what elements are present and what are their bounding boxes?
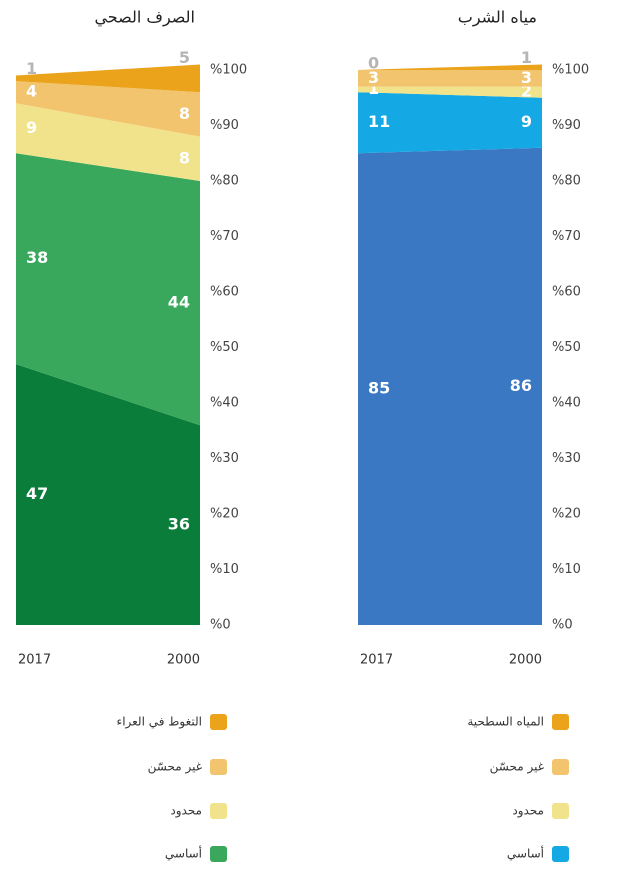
y-tick-label: %80 [552, 174, 581, 189]
y-tick-label: %0 [552, 618, 573, 633]
area [16, 81, 200, 137]
value-label: 9 [521, 112, 532, 131]
legend-label: أساسي [507, 846, 544, 861]
value-label: 11 [368, 112, 390, 131]
area [358, 70, 542, 87]
y-tick-label: %10 [210, 562, 239, 577]
value-label: 85 [368, 379, 390, 398]
legend-swatch [210, 759, 227, 775]
y-tick-label: %100 [210, 63, 247, 78]
legend-swatch [552, 803, 569, 819]
y-tick-label: %30 [552, 451, 581, 466]
area [358, 147, 542, 625]
y-tick-label: %20 [552, 507, 581, 522]
y-tick-label: %60 [210, 285, 239, 300]
legend-label: المياه السطحية [467, 715, 544, 729]
value-label: 47 [26, 484, 48, 503]
area [16, 64, 200, 93]
y-tick-label: %40 [210, 396, 239, 411]
y-tick-label: %0 [210, 618, 231, 633]
y-tick-label: %20 [210, 507, 239, 522]
area [358, 92, 542, 154]
y-tick-label: %70 [552, 229, 581, 244]
value-label: 3 [521, 68, 532, 87]
legend-swatch [552, 714, 569, 730]
legend-label: محدود [170, 804, 202, 819]
y-tick-label: %40 [552, 396, 581, 411]
legend-label: محدود [512, 804, 544, 819]
chart-title: مياه الشرب [458, 8, 537, 28]
area [16, 153, 200, 426]
x-tick-label: 2017 [18, 653, 51, 668]
x-tick-label: 2017 [360, 653, 393, 668]
legend-label: أساسي [165, 846, 202, 861]
value-label: 86 [510, 376, 532, 395]
value-label: 44 [168, 293, 190, 312]
value-label: 0 [368, 54, 379, 73]
y-tick-label: %90 [552, 118, 581, 133]
legend-label: غير محسّن [148, 760, 202, 775]
y-tick-label: %80 [210, 174, 239, 189]
value-label: 3 [368, 68, 379, 87]
legend-swatch [210, 803, 227, 819]
area [16, 103, 200, 181]
value-label: 8 [179, 148, 190, 167]
value-label: 4 [26, 82, 37, 101]
value-label: 38 [26, 248, 48, 267]
y-tick-label: %60 [552, 285, 581, 300]
x-tick-label: 2000 [167, 653, 200, 668]
legend-label: التغوط في العراء [117, 715, 202, 730]
value-label: 5 [179, 48, 190, 67]
area [358, 86, 542, 98]
chart-title: الصرف الصحي [94, 8, 195, 28]
legend-swatch [210, 846, 227, 862]
value-label: 9 [26, 118, 37, 137]
y-tick-label: %90 [210, 118, 239, 133]
y-tick-label: %50 [552, 340, 581, 355]
y-tick-label: %10 [552, 562, 581, 577]
y-tick-label: %100 [552, 63, 589, 78]
value-label: 1 [26, 59, 37, 78]
value-label: 8 [179, 104, 190, 123]
legend-swatch [552, 759, 569, 775]
value-label: 1 [368, 79, 379, 98]
y-tick-label: %50 [210, 340, 239, 355]
legend-label: غير محسّن [490, 760, 544, 775]
value-label: 36 [168, 515, 190, 534]
legend-swatch [552, 846, 569, 862]
y-tick-label: %30 [210, 451, 239, 466]
value-label: 2 [521, 82, 532, 101]
value-label: 1 [521, 48, 532, 67]
legend-swatch [210, 714, 227, 730]
area [358, 64, 542, 70]
area [16, 364, 200, 625]
y-tick-label: %70 [210, 229, 239, 244]
x-tick-label: 2000 [509, 653, 542, 668]
